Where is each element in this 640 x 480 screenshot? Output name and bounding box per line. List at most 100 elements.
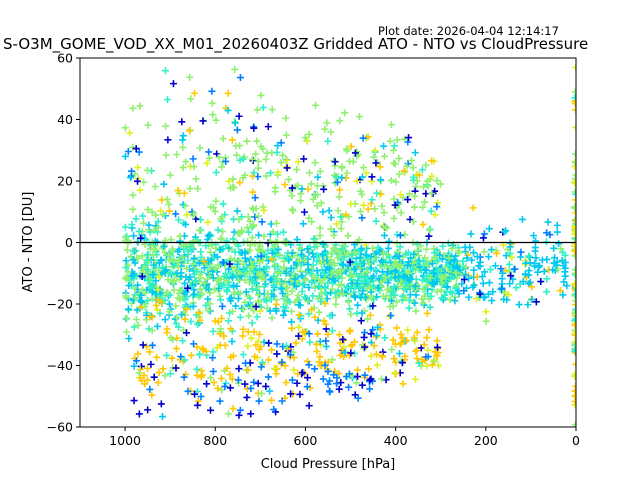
data-point	[412, 307, 420, 315]
data-point	[123, 274, 131, 282]
data-point	[330, 371, 338, 379]
data-point	[517, 248, 525, 256]
data-point	[553, 228, 561, 236]
data-point	[235, 276, 243, 284]
data-point	[125, 282, 133, 290]
data-point	[259, 104, 267, 112]
data-point	[153, 322, 161, 330]
data-point	[217, 275, 225, 283]
data-point	[404, 326, 412, 334]
data-point	[360, 164, 368, 172]
data-point	[190, 209, 198, 217]
data-point	[264, 373, 272, 381]
data-point	[230, 228, 238, 236]
data-point	[316, 232, 324, 240]
data-point	[288, 376, 296, 384]
data-point	[295, 257, 303, 265]
data-point	[327, 256, 335, 264]
data-point	[298, 288, 306, 296]
data-point	[439, 242, 447, 250]
data-point	[222, 379, 230, 387]
data-point	[322, 320, 330, 328]
data-point	[531, 244, 539, 252]
data-point	[276, 279, 284, 287]
data-point	[153, 306, 161, 314]
data-point	[392, 257, 400, 265]
data-point	[411, 192, 419, 200]
data-point	[174, 294, 182, 302]
data-point	[450, 257, 458, 265]
data-point	[134, 163, 142, 171]
data-point	[320, 185, 328, 193]
x-axis-label: Cloud Pressure [hPa]	[261, 457, 396, 472]
data-point	[247, 410, 255, 418]
data-point	[347, 200, 355, 208]
data-point	[268, 249, 276, 257]
data-point	[411, 149, 419, 157]
data-point	[259, 203, 267, 211]
data-point	[172, 302, 180, 310]
data-point	[468, 256, 476, 264]
data-point	[122, 292, 130, 300]
data-point	[287, 390, 295, 398]
data-point	[525, 252, 533, 260]
data-point	[571, 397, 576, 405]
data-point	[123, 246, 131, 254]
data-point	[174, 186, 182, 194]
data-point	[357, 317, 365, 325]
data-point	[293, 379, 301, 387]
data-point	[350, 292, 358, 300]
data-point	[134, 321, 142, 329]
data-point	[421, 266, 429, 274]
data-point	[328, 356, 336, 364]
data-point	[210, 378, 218, 386]
data-point	[381, 334, 389, 342]
data-point	[396, 231, 404, 239]
data-point	[398, 269, 406, 277]
data-point	[357, 207, 365, 215]
data-point	[207, 374, 215, 382]
data-point	[209, 327, 217, 335]
data-point	[182, 158, 190, 166]
data-point	[298, 335, 306, 343]
data-point	[229, 273, 237, 281]
data-point	[146, 348, 154, 356]
data-point	[321, 125, 329, 133]
data-point	[206, 300, 214, 308]
data-point	[168, 245, 176, 253]
data-point	[263, 264, 271, 272]
data-point	[233, 151, 241, 159]
data-point	[412, 275, 420, 283]
data-point	[255, 397, 263, 405]
data-point	[280, 257, 288, 265]
data-point	[266, 307, 274, 315]
data-point	[313, 202, 321, 210]
data-point	[139, 212, 147, 220]
data-point	[218, 235, 226, 243]
data-point	[340, 343, 348, 351]
data-point	[549, 266, 557, 274]
data-point	[357, 187, 365, 195]
data-point	[367, 200, 375, 208]
data-point	[162, 122, 170, 130]
data-point	[239, 332, 247, 340]
data-point	[250, 169, 258, 177]
data-point	[176, 286, 184, 294]
data-point	[391, 201, 399, 209]
data-point	[168, 354, 176, 362]
data-point	[300, 328, 308, 336]
data-point	[249, 188, 257, 196]
data-point	[407, 254, 415, 262]
data-point	[368, 294, 376, 302]
data-point	[327, 249, 335, 257]
data-point	[214, 384, 222, 392]
data-point	[229, 215, 237, 223]
data-point	[315, 282, 323, 290]
data-point	[409, 218, 417, 226]
data-point	[409, 265, 417, 273]
data-point	[231, 119, 239, 127]
data-point	[239, 351, 247, 359]
data-point	[395, 170, 403, 178]
data-point	[354, 301, 362, 309]
data-point	[374, 323, 382, 331]
